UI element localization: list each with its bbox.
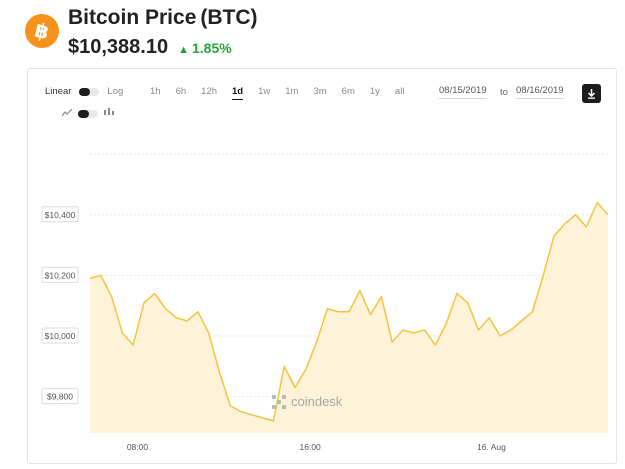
y-tick-box: [41, 206, 79, 223]
range-button-1d[interactable]: 1d: [232, 86, 244, 100]
line-chart-icon[interactable]: [61, 108, 73, 119]
x-tick-label: 16:00: [300, 442, 322, 452]
y-tick-box: [41, 388, 79, 405]
x-tick-label: 16. Aug: [477, 442, 506, 452]
chart-type-toggle[interactable]: [61, 108, 114, 119]
title-text: Bitcoin Price: [68, 6, 197, 29]
candlestick-icon[interactable]: [104, 108, 114, 119]
toggle-knob: [79, 87, 91, 96]
range-button-1w[interactable]: 1w: [258, 86, 271, 97]
ticker-symbol: (BTC): [200, 6, 258, 29]
y-tick-label: $10,000: [45, 331, 76, 341]
range-button-6h[interactable]: 6h: [175, 86, 187, 97]
scale-toggle-switch[interactable]: [79, 87, 100, 96]
range-button-1h[interactable]: 1h: [150, 86, 161, 97]
price-chart: $9,800 $10,000 $10,200 $10,400 08:00 16:00 16.…: [41, 153, 609, 452]
range-button-1y[interactable]: 1y: [369, 86, 380, 97]
scale-linear-label[interactable]: Linear: [45, 86, 72, 97]
coindesk-logo-icon: [272, 394, 286, 409]
download-button[interactable]: [582, 84, 601, 103]
price-change: ▲ 1.85%: [178, 40, 232, 56]
bitcoin-logo-icon: ฿: [25, 14, 59, 48]
time-range-selector: 1h 6h 12h 1d 1w 1m 3m 6m 1y all: [150, 86, 419, 100]
y-tick-box: [41, 266, 79, 283]
date-range-separator: to: [500, 87, 508, 98]
date-to-input[interactable]: 08/16/2019: [516, 85, 564, 99]
range-button-3m[interactable]: 3m: [313, 86, 327, 97]
price-area-fill: [90, 202, 608, 433]
x-tick-label: 08:00: [127, 442, 149, 452]
scale-toggle[interactable]: Linear Log: [45, 86, 123, 97]
price-change-value: 1.85%: [192, 40, 232, 56]
current-price: $10,388.10: [68, 36, 169, 58]
watermark-text: coindesk: [291, 394, 343, 409]
range-button-6m[interactable]: 6m: [341, 86, 355, 97]
scale-log-label[interactable]: Log: [107, 86, 124, 97]
page-title: Bitcoin Price (BTC): [68, 6, 258, 30]
download-icon: [587, 88, 596, 99]
toggle-knob: [78, 109, 89, 118]
range-button-1m[interactable]: 1m: [285, 86, 299, 97]
range-button-12h[interactable]: 12h: [201, 86, 218, 97]
bitcoin-symbol: ฿: [32, 17, 52, 45]
up-arrow-icon: ▲: [178, 44, 189, 56]
y-tick-label: $10,200: [45, 270, 76, 280]
range-button-all[interactable]: all: [394, 86, 405, 97]
y-tick-label: $10,400: [45, 210, 76, 220]
price-row: $10,388.10 ▲ 1.85%: [68, 36, 232, 59]
coindesk-watermark: coindesk: [272, 394, 342, 409]
y-tick-box: [41, 327, 79, 344]
date-from-input[interactable]: 08/15/2019: [439, 85, 487, 99]
chart-type-toggle-switch[interactable]: [78, 109, 98, 118]
y-tick-label: $9,800: [47, 392, 73, 402]
